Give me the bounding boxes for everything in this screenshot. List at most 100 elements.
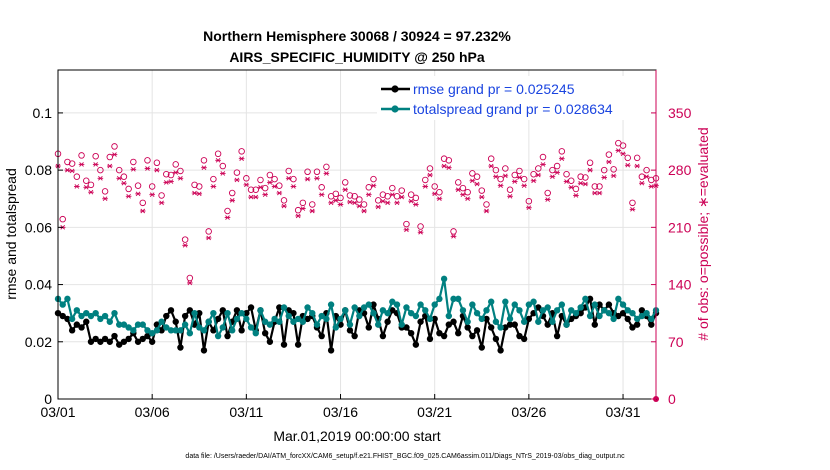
- asterisk-stroke: [526, 205, 532, 211]
- rmse-point: [196, 309, 203, 317]
- totalspread-point: [318, 312, 325, 320]
- obs-evaluated-marker: [210, 184, 217, 189]
- totalspread-point: [426, 315, 434, 323]
- obs-evaluated-marker: [446, 165, 452, 170]
- x-tick-label: 03/31: [606, 404, 641, 420]
- obs-evaluated-marker: [74, 184, 80, 189]
- obs-possible-marker: [403, 220, 410, 228]
- obs-possible-marker: [454, 179, 462, 186]
- obs-evaluated-marker: [601, 175, 608, 180]
- rmse-point: [577, 309, 584, 317]
- totalspread-point: [619, 301, 627, 308]
- obs-possible-marker: [337, 194, 344, 202]
- asterisk-stroke: [74, 184, 80, 189]
- obs-evaluated-marker: [238, 156, 245, 162]
- rmse-point: [633, 321, 641, 328]
- rmse-point: [59, 312, 66, 320]
- totalspread-point: [422, 307, 429, 314]
- obs-possible-marker: [205, 228, 212, 235]
- totalspread-point: [134, 321, 142, 328]
- rmse-point: [139, 335, 146, 343]
- obs-evaluated-marker: [384, 200, 391, 206]
- asterisk-stroke: [135, 191, 141, 197]
- obs-evaluated-marker: [568, 184, 575, 190]
- asterisk-stroke: [422, 184, 428, 189]
- rmse-point: [318, 332, 325, 340]
- asterisk-stroke: [239, 156, 244, 162]
- totalspread-point: [553, 307, 561, 314]
- asterisk-stroke: [620, 151, 626, 157]
- obs-evaluated-marker: [431, 191, 438, 197]
- totalspread-point: [643, 309, 650, 317]
- rmse-point: [492, 335, 500, 343]
- asterisk-stroke: [375, 204, 381, 210]
- rmse-point: [92, 335, 99, 343]
- totalspread-point: [167, 327, 175, 334]
- asterisk-stroke: [413, 202, 419, 207]
- obs-possible-marker: [473, 173, 481, 180]
- rmse-point: [370, 301, 377, 308]
- totalspread-point: [516, 307, 523, 314]
- obs-possible-marker: [469, 170, 476, 177]
- obs-evaluated-marker: [488, 163, 494, 169]
- totalspread-point: [153, 327, 161, 334]
- asterisk-stroke: [592, 190, 598, 196]
- obs-evaluated-marker: [201, 165, 207, 170]
- obs-possible-marker: [200, 157, 208, 164]
- rmse-point: [233, 307, 241, 314]
- obs-evaluated-marker: [370, 183, 377, 188]
- obs-evaluated-marker: [582, 181, 589, 187]
- rmse-point: [516, 332, 523, 340]
- asterisk-stroke: [116, 175, 122, 181]
- obs-evaluated-marker: [521, 183, 527, 188]
- obs-evaluated-marker: [205, 235, 212, 241]
- rmse-point: [426, 335, 434, 343]
- asterisk-stroke: [460, 192, 466, 197]
- totalspread-point: [78, 312, 85, 320]
- obs-possible-marker: [591, 183, 599, 190]
- totalspread-point: [572, 309, 580, 317]
- asterisk-stroke: [587, 167, 593, 173]
- asterisk-stroke: [503, 173, 508, 179]
- totalspread-point: [601, 307, 608, 314]
- obs-evaluated-marker: [97, 175, 104, 181]
- obs-possible-marker: [426, 165, 434, 172]
- totalspread-point: [92, 309, 99, 317]
- obs-possible-marker: [238, 148, 245, 155]
- asterisk-stroke: [512, 179, 518, 184]
- totalspread-point: [87, 312, 95, 320]
- totalspread-point: [219, 324, 227, 331]
- rmse-point: [181, 312, 189, 320]
- obs-possible-marker: [445, 157, 453, 164]
- footer-data-file: data file: /Users/raeder/DAI/ATM_forcXX/…: [185, 453, 625, 460]
- asterisk-stroke: [554, 170, 560, 175]
- obs-evaluated-marker: [624, 162, 631, 168]
- totalspread-point: [549, 318, 556, 325]
- asterisk-stroke: [107, 163, 113, 169]
- obs-possible-marker: [516, 167, 523, 175]
- obs-evaluated-marker: [455, 187, 462, 193]
- obs-evaluated-marker: [215, 158, 221, 163]
- y-right-tick-label: 350: [668, 105, 692, 121]
- rmse-point: [544, 321, 551, 328]
- obs-evaluated-marker: [535, 172, 542, 178]
- asterisk-stroke: [625, 162, 631, 168]
- obs-evaluated-marker: [427, 172, 433, 178]
- obs-possible-marker: [323, 163, 330, 171]
- totalspread-point: [205, 318, 212, 325]
- x-axis: 03/01 03/06 03/11 03/16 03/21 03/26 03/31: [40, 394, 641, 420]
- totalspread-point: [417, 301, 424, 308]
- rmse-point: [276, 304, 283, 311]
- obs-evaluated-marker: [328, 200, 334, 206]
- rmse-point: [624, 315, 631, 323]
- asterisk-stroke: [493, 174, 499, 179]
- asterisk-stroke: [220, 171, 226, 176]
- obs-possible-marker: [78, 152, 85, 159]
- asterisk-stroke: [507, 193, 513, 199]
- obs-possible-marker: [148, 183, 156, 190]
- totalspread-point: [624, 307, 631, 314]
- legend-marker-totalspread: [391, 105, 399, 113]
- obs-evaluated-marker: [643, 174, 650, 179]
- obs-possible-marker: [483, 201, 490, 208]
